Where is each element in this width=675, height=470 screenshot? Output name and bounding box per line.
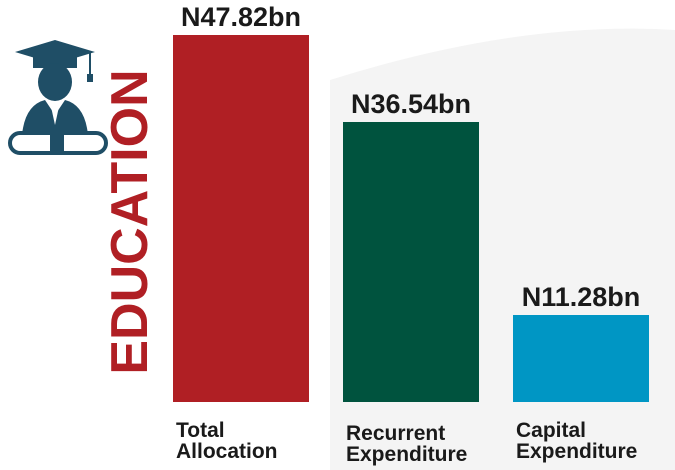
- chart-title: EDUCATION: [101, 69, 159, 374]
- bar: [343, 121, 479, 402]
- value-label: N47.82bn: [180, 2, 302, 32]
- bar: [173, 35, 309, 402]
- value-label: N11.28bn: [521, 282, 641, 313]
- category-label: Capital Expenditure: [516, 419, 638, 463]
- category-label: Recurrent Expenditure: [346, 422, 468, 466]
- category-label: Total Allocation: [176, 419, 278, 463]
- graduate-icon: [8, 40, 108, 155]
- value-label: N36.54bn: [350, 88, 472, 119]
- bar: [513, 315, 649, 402]
